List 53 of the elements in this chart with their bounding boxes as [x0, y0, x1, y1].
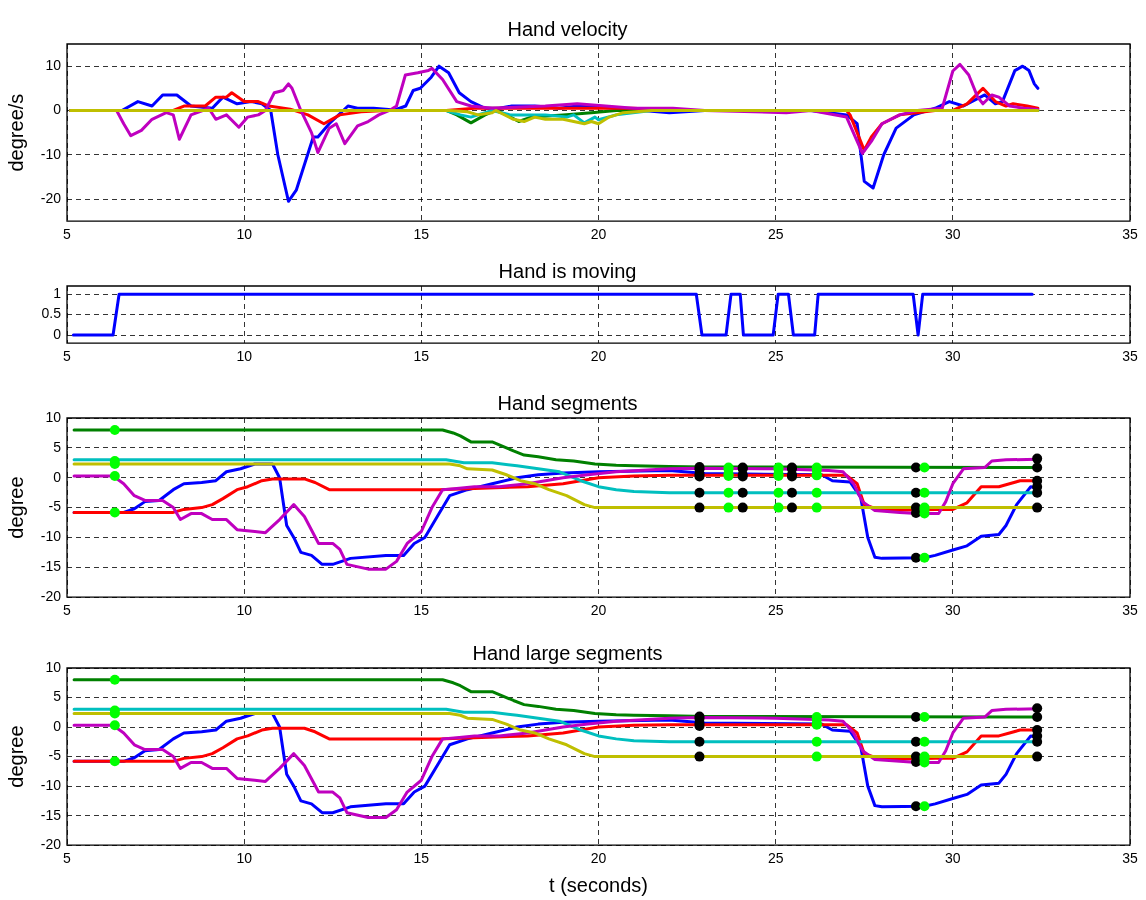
x-tick-label: 15: [413, 348, 430, 365]
y-tick-label: 5: [53, 688, 62, 705]
y-tick-label: -20: [40, 836, 62, 853]
x-tick-label: 20: [590, 850, 607, 867]
y-tick-label: 5: [53, 438, 62, 455]
y-tick-label: -10: [40, 528, 62, 545]
y-tick-label: -20: [40, 588, 62, 605]
x-tick-label: 15: [413, 602, 430, 619]
x-tick-label: 10: [236, 348, 253, 365]
x-tick-label: 15: [413, 226, 430, 243]
x-tick-label: 20: [590, 348, 607, 365]
x-tick-label: 35: [1122, 348, 1138, 365]
x-tick-label: 20: [590, 226, 607, 243]
y-tick-label: 0.5: [41, 305, 62, 322]
x-tick-label: 15: [413, 850, 430, 867]
x-tick-label: 25: [767, 348, 784, 365]
y-tick-label: 10: [45, 57, 62, 74]
y-tick-label: -10: [40, 145, 62, 162]
x-tick-label: 20: [590, 602, 607, 619]
chart-title: Hand velocity: [507, 17, 628, 40]
x-tick-label: 10: [236, 850, 253, 867]
y-tick-label: -10: [40, 776, 62, 793]
x-tick-label: 25: [767, 850, 784, 867]
y-axis-title: degree/s: [4, 93, 27, 172]
y-tick-label: 0: [53, 717, 62, 734]
x-tick-label: 10: [236, 226, 253, 243]
y-tick-label: -5: [48, 498, 62, 515]
y-tick-label: -15: [40, 806, 62, 823]
y-tick-label: -15: [40, 558, 62, 575]
y-tick-label: 0: [53, 101, 62, 118]
x-tick-label: 25: [767, 602, 784, 619]
y-tick-label: 10: [45, 408, 62, 425]
x-tick-label: 30: [945, 602, 961, 619]
x-tick-label: 10: [236, 602, 253, 619]
x-axis-title: t (seconds): [549, 873, 648, 896]
y-tick-label: -5: [48, 747, 62, 764]
x-tick-label: 35: [1122, 226, 1138, 243]
y-axis-title: degree: [4, 725, 27, 788]
chart-title: Hand is moving: [498, 259, 637, 282]
chart-title: Hand segments: [497, 391, 638, 414]
x-tick-label: 30: [945, 226, 961, 243]
x-tick-label: 25: [767, 226, 784, 243]
y-tick-label: 10: [45, 658, 62, 675]
x-tick-label: 30: [945, 348, 961, 365]
x-tick-label: 35: [1122, 850, 1138, 867]
x-tick-label: 35: [1122, 602, 1138, 619]
chart-title: Hand large segments: [472, 641, 663, 664]
y-axis-title: degree: [4, 476, 27, 539]
y-tick-label: -20: [40, 189, 62, 206]
y-tick-label: 1: [53, 285, 62, 302]
y-tick-label: 0: [53, 325, 62, 342]
x-tick-label: 30: [945, 850, 961, 867]
y-tick-label: 0: [53, 468, 62, 485]
